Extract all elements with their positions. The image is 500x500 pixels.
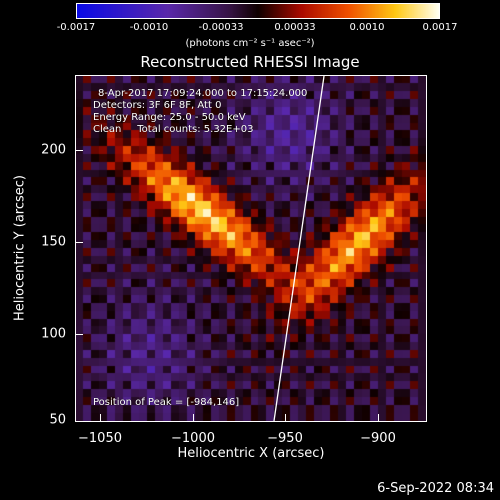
x-tick-label: −1000	[171, 431, 215, 446]
x-tick-label: −900	[360, 431, 396, 446]
y-axis-label: Heliocentric Y (arcsec)	[12, 175, 28, 321]
info-detectors: Detectors: 3F 6F 8F, Att 0	[93, 100, 222, 111]
info-time: 8-Apr-2017 17:09:24.000 to 17:15:24.000	[98, 88, 308, 99]
x-tick-label: −950	[267, 431, 303, 446]
rhessi-image	[76, 76, 426, 421]
y-tick-label: 200	[41, 142, 66, 158]
colorbar-tick: 0.0017	[422, 22, 458, 33]
info-method: Clean Total counts: 5.32E+03	[93, 124, 254, 135]
colorbar	[76, 3, 440, 19]
footer-timestamp: 6-Sep-2022 08:34	[377, 481, 494, 496]
y-tick-label: 150	[41, 234, 66, 250]
colorbar-tick: 0.0010	[349, 22, 385, 33]
colorbar-tick: 0.00033	[274, 22, 316, 33]
y-tick-label: 100	[41, 326, 66, 342]
limb-line	[273, 76, 325, 421]
x-tick-label: −1050	[78, 431, 122, 446]
colorbar-tick: -0.0017	[56, 22, 96, 33]
y-tick-label: 50	[49, 412, 66, 428]
info-peak: Position of Peak = [-984,146]	[93, 397, 240, 408]
page-title: Reconstructed RHESSI Image	[140, 53, 360, 71]
image-panel	[75, 75, 427, 422]
info-energy: Energy Range: 25.0 - 50.0 keV	[93, 112, 246, 123]
colorbar-tick: -0.00033	[198, 22, 244, 33]
colorbar-tick: -0.0010	[129, 22, 169, 33]
colorbar-unit-label: (photons cm⁻² s⁻¹ asec⁻²)	[185, 38, 315, 49]
x-axis-label: Heliocentric X (arcsec)	[177, 446, 325, 461]
